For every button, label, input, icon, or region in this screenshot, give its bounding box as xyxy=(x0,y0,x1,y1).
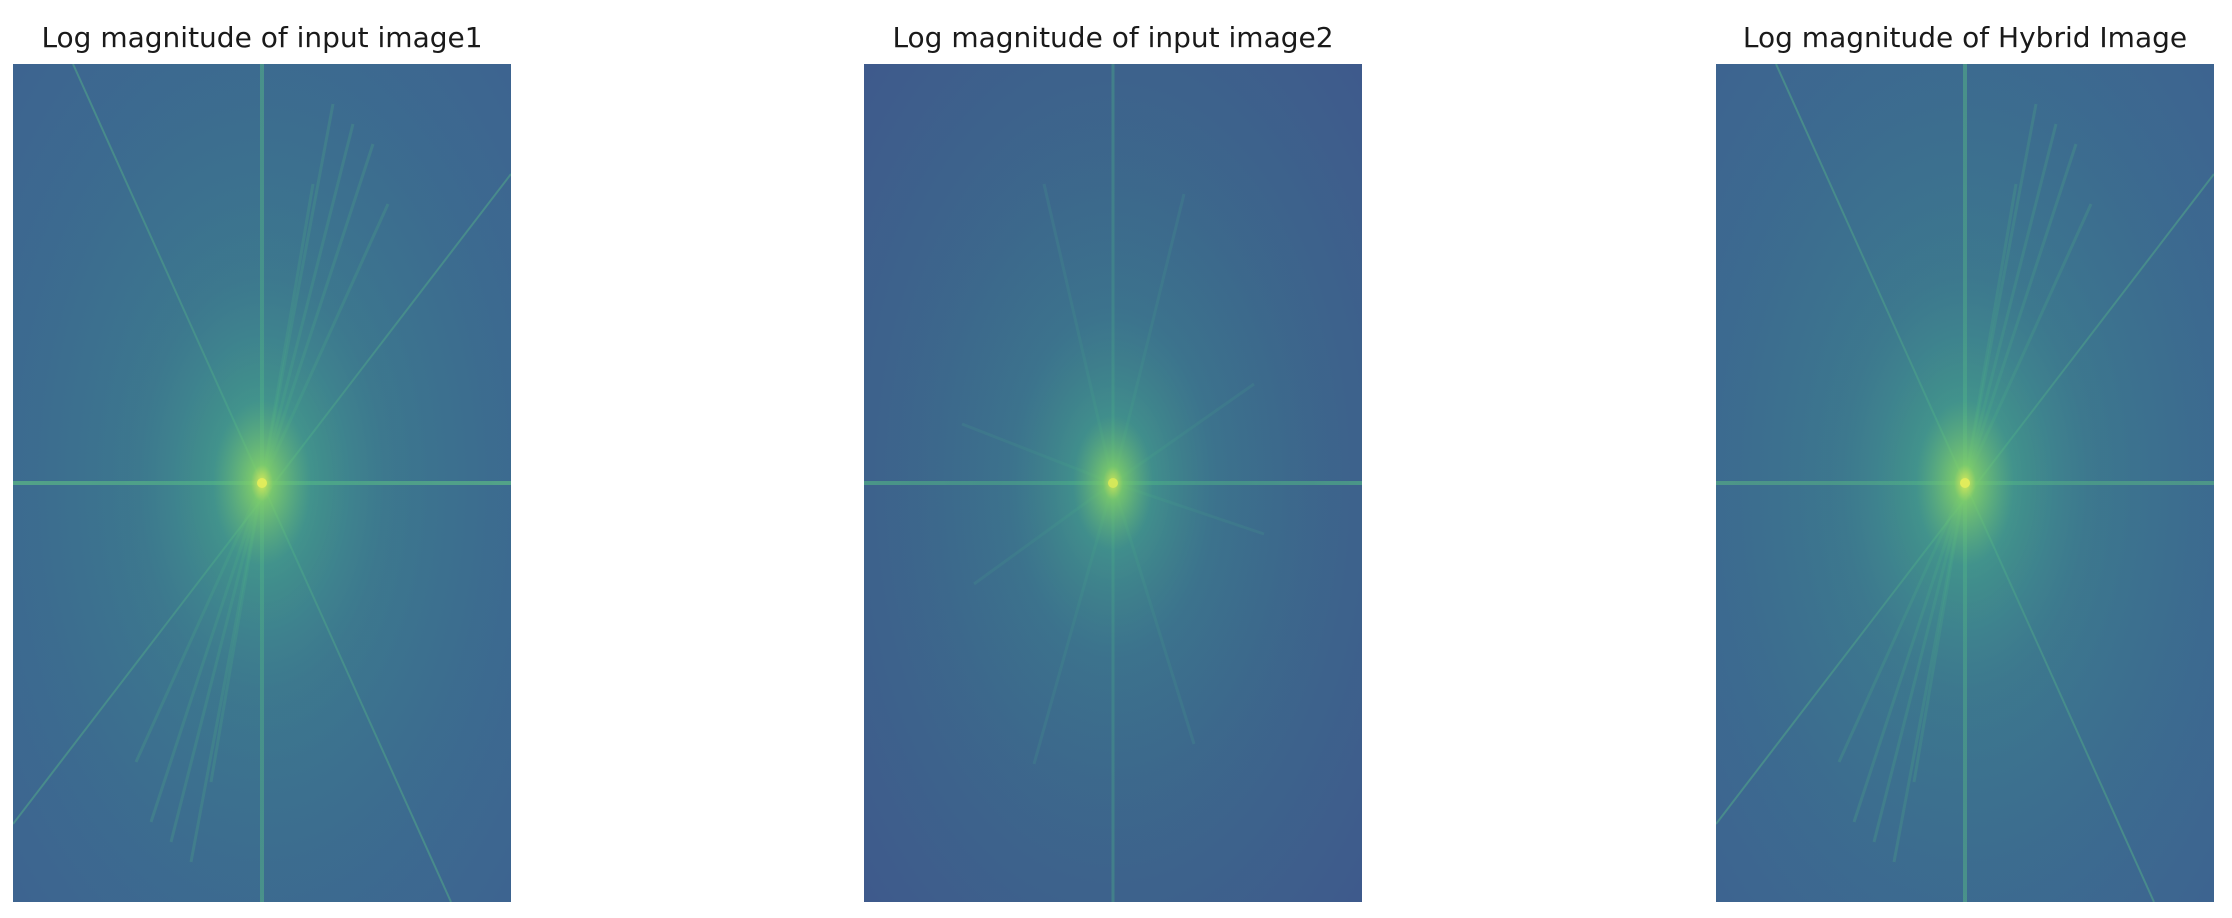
spectrum-panel-hybrid: Log magnitude of Hybrid Image xyxy=(1716,0,2214,918)
panel-title: Log magnitude of input image1 xyxy=(41,21,483,54)
spectrum-panel-image2: Log magnitude of input image2 xyxy=(864,0,1362,918)
log-magnitude-spectrum-image1 xyxy=(13,64,511,902)
panel-title: Log magnitude of Hybrid Image xyxy=(1742,21,2188,54)
spectrum-panel-image1: Log magnitude of input image1 xyxy=(13,0,511,918)
log-magnitude-spectrum-hybrid xyxy=(1716,64,2214,902)
panel-title: Log magnitude of input image2 xyxy=(892,21,1334,54)
log-magnitude-spectrum-image2 xyxy=(864,64,1362,902)
